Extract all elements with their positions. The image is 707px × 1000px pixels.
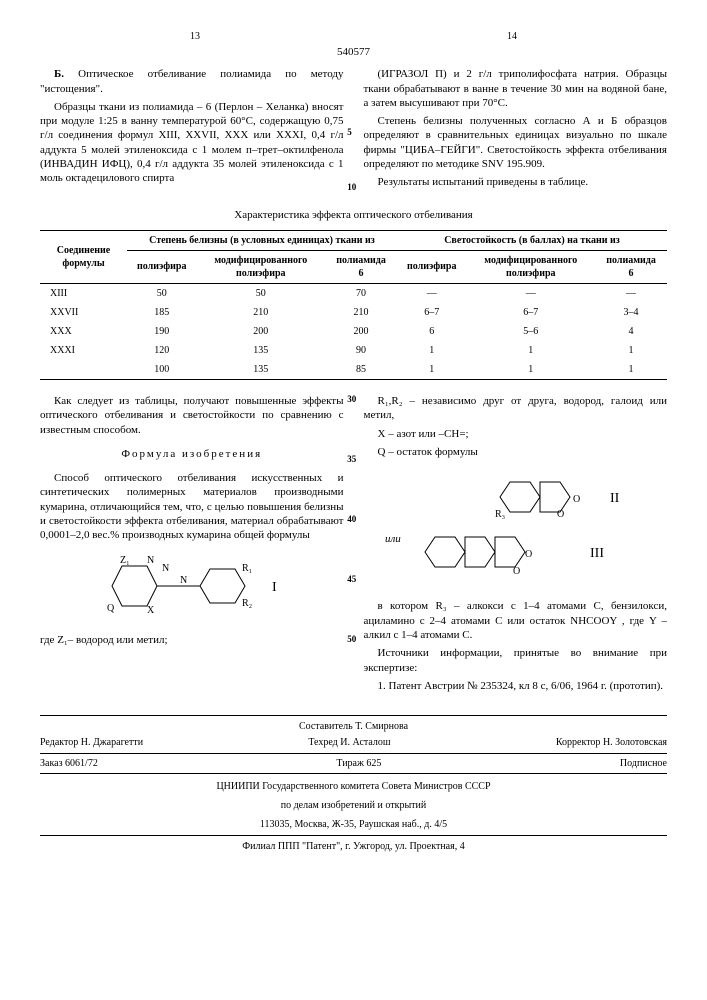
para-br-6: 1. Патент Австрии № 235324, кл 8 с, 6/06…: [364, 679, 668, 693]
table-row: XXX19020020065–64: [40, 322, 667, 341]
margin-num-10: 10: [347, 182, 356, 194]
para-br-3: Q – остаток формулы: [364, 445, 668, 459]
techred-name: И. Асталош: [340, 737, 390, 748]
filial: Филиал ППП "Патент", г. Ужгород, ул. Про…: [40, 835, 667, 853]
corrector-name: Н. Золотовская: [603, 737, 667, 748]
right-column: (ИГРАЗОЛ П) и 2 г/л триполифосфата натри…: [364, 67, 668, 193]
page-left: 13: [190, 30, 200, 43]
para-br-2: X – азот или –CH=;: [364, 427, 668, 441]
svg-text:O: O: [573, 494, 580, 505]
page-right: 14: [507, 30, 517, 43]
formula-heading: Формула изобретения: [40, 447, 344, 461]
margin-num-5: 5: [347, 127, 352, 139]
table-row: XXVII1852102106–76–73–4: [40, 303, 667, 322]
svg-text:Q: Q: [107, 603, 115, 614]
svg-text:N: N: [162, 563, 169, 574]
margin-num-50: 50: [347, 634, 356, 646]
subscr: Подписное: [620, 757, 667, 770]
para-bl-3: где Z₁– водород или метил;: [40, 633, 344, 647]
para-right-1: (ИГРАЗОЛ П) и 2 г/л триполифосфата натри…: [364, 67, 668, 110]
table-row: 10013585111: [40, 360, 667, 380]
margin-num-35: 35: [347, 454, 356, 466]
svg-text:N: N: [147, 555, 154, 566]
svg-text:I: I: [272, 580, 277, 595]
patent-number: 540577: [40, 45, 667, 59]
editor-name: Н. Джарагетти: [81, 737, 143, 748]
techred-label: Техред: [308, 737, 337, 748]
para-bl-1: Как следует из таблицы, получают повышен…: [40, 394, 344, 437]
addr: 113035, Москва, Ж-35, Раушская наб., д. …: [40, 818, 667, 831]
org1: ЦНИИПИ Государственного комитета Совета …: [40, 780, 667, 793]
margin-num-40: 40: [347, 514, 356, 526]
footer-credits: Составитель Т. Смирнова Редактор Н. Джар…: [40, 715, 667, 754]
th-sub4: полиэфира: [397, 250, 467, 283]
bottom-left-col: Как следует из таблицы, получают повышен…: [40, 394, 344, 697]
svg-text:O: O: [557, 509, 564, 520]
para-bl-2: Способ оптического отбеливания искусстве…: [40, 471, 344, 542]
svg-text:или: или: [385, 533, 401, 545]
svg-text:III: III: [590, 546, 604, 561]
footer-info: Заказ 6061/72 Тираж 625 Подписное ЦНИИПИ…: [40, 754, 667, 853]
th-sub1: полиэфира: [127, 250, 197, 283]
para-left-2: Образцы ткани из полиамида – 6 (Перлон –…: [40, 100, 344, 186]
bottom-columns: 30 35 40 45 50 Как следует из таблицы, п…: [40, 394, 667, 697]
para-br-5: Источники информации, принятые во вниман…: [364, 646, 668, 675]
table-row: XIII505070———: [40, 283, 667, 303]
svg-text:N: N: [180, 575, 187, 586]
th-compound: Соединение формулы: [40, 230, 127, 283]
compiler-name: Т. Смирнова: [355, 721, 408, 732]
para-right-2: Степень белизны полученных согласно А и …: [364, 114, 668, 171]
svg-text:X: X: [147, 605, 155, 616]
editor-label: Редактор: [40, 737, 78, 748]
margin-num-30: 30: [347, 394, 356, 406]
order-label: Заказ: [40, 758, 63, 769]
para-right-3: Результаты испытаний приведены в таблице…: [364, 175, 668, 189]
para-br-4: в котором R₃ – алкокси с 1–4 атомами С, …: [364, 599, 668, 642]
para-b: Б. Оптическое отбеливание полиамида по м…: [40, 67, 344, 96]
tirage-label: Тираж: [336, 758, 364, 769]
para-br-1: R₁,R₂ – независимо друг от друга, водоро…: [364, 394, 668, 423]
left-column: Б. Оптическое отбеливание полиамида по м…: [40, 67, 344, 193]
svg-text:Z₁: Z₁: [120, 555, 130, 566]
structure-I: Z₁ N N N Q X R₁ R₂ I: [40, 551, 344, 625]
margin-num-45: 45: [347, 574, 356, 586]
top-columns: Б. Оптическое отбеливание полиамида по м…: [40, 67, 667, 193]
order-num: 6061/72: [65, 758, 98, 769]
compiler-label: Составитель: [299, 721, 353, 732]
svg-text:O: O: [513, 566, 520, 577]
svg-text:R₃: R₃: [495, 509, 505, 520]
tirage-num: 625: [366, 758, 381, 769]
bottom-right-col: R₁,R₂ – независимо друг от друга, водоро…: [364, 394, 668, 697]
structure-II-III: R₃ O O II или O O III: [364, 467, 668, 591]
th-sub6: полиамида 6: [595, 250, 667, 283]
svg-text:R₁: R₁: [242, 563, 252, 574]
th-sub5: модифицированного полиэфира: [466, 250, 595, 283]
svg-text:O: O: [525, 549, 532, 560]
th-lightfast: Светостойкость (в баллах) на ткани из: [397, 230, 667, 250]
corrector-label: Корректор: [556, 737, 601, 748]
table-title: Характеристика эффекта оптического отбел…: [40, 208, 667, 222]
svg-text:II: II: [610, 491, 620, 506]
th-whiteness: Степень белизны (в условных единицах) тк…: [127, 230, 397, 250]
th-sub2: модифицированного полиэфира: [197, 250, 326, 283]
data-table: Соединение формулы Степень белизны (в ус…: [40, 230, 667, 380]
th-sub3: полиамида 6: [325, 250, 397, 283]
table-row: XXXI12013590111: [40, 341, 667, 360]
org2: по делам изобретений и открытий: [40, 799, 667, 812]
svg-text:R₂: R₂: [242, 598, 252, 609]
